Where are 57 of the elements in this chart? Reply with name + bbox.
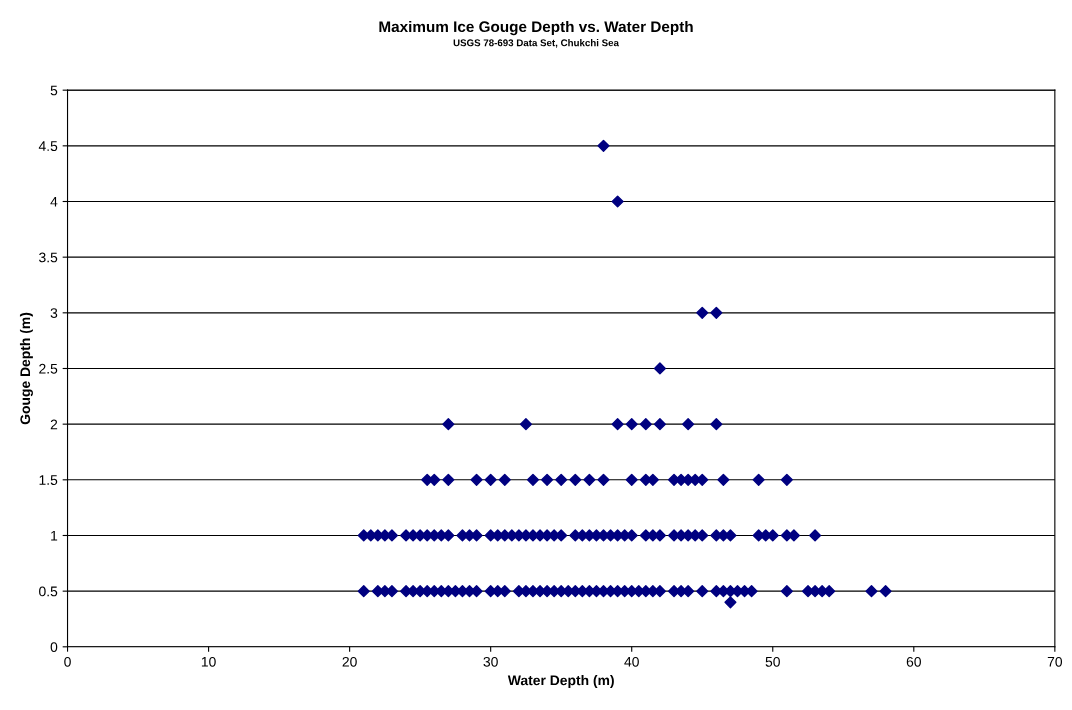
y-tick-label: 2 — [50, 419, 58, 430]
point — [696, 585, 709, 598]
x-tick-label: 60 — [906, 656, 921, 667]
y-tick-label: 3.5 — [39, 252, 58, 263]
point — [639, 418, 652, 431]
point — [555, 473, 568, 486]
point — [865, 585, 878, 598]
x-tick-label: 20 — [342, 656, 357, 667]
point — [611, 195, 624, 208]
point — [569, 473, 582, 486]
x-tick-label: 40 — [624, 656, 639, 667]
point — [696, 306, 709, 319]
x-axis-title: Water Depth (m) — [507, 675, 614, 688]
y-tick-label: 0 — [50, 642, 58, 652]
y-tick-label: 1 — [51, 530, 58, 541]
point — [597, 139, 610, 152]
point — [653, 362, 666, 375]
point — [611, 418, 624, 431]
point — [484, 473, 497, 486]
point — [710, 418, 723, 431]
point — [710, 306, 723, 319]
point — [780, 585, 793, 598]
x-tick-label: 10 — [201, 656, 216, 667]
y-tick-label: 4.5 — [38, 141, 58, 151]
y-tick-label: 1.5 — [39, 475, 58, 485]
x-tick-label: 0 — [64, 656, 71, 667]
y-axis-title: Gouge Depth (m) — [19, 312, 33, 425]
point — [724, 596, 737, 609]
y-tick-label: 5 — [50, 85, 58, 96]
point — [583, 473, 596, 486]
point — [653, 418, 666, 431]
y-tick-label: 4 — [50, 196, 58, 207]
point — [541, 473, 554, 486]
point — [357, 585, 370, 598]
point — [780, 473, 793, 486]
point — [808, 529, 822, 542]
x-tick-label: 50 — [765, 656, 780, 667]
point — [442, 418, 455, 431]
point — [682, 418, 695, 431]
point — [752, 473, 765, 486]
y-tick-label: 2.5 — [39, 363, 58, 374]
point — [442, 473, 455, 486]
y-tick-label: 0.5 — [39, 586, 58, 597]
chart-title: Maximum Ice Gouge Depth vs. Water Depth — [379, 20, 693, 36]
point — [519, 418, 533, 431]
point — [625, 473, 638, 486]
point — [879, 585, 892, 598]
point — [498, 473, 511, 486]
point — [597, 473, 610, 486]
x-tick-label: 30 — [483, 656, 498, 667]
point — [470, 473, 483, 486]
point — [625, 418, 638, 431]
chart-subtitle: USGS 78-693 Data Set, Chukchi Sea — [453, 39, 620, 48]
x-tick-label: 70 — [1047, 656, 1063, 667]
y-tick-label: 3 — [50, 308, 58, 318]
point — [717, 473, 730, 486]
point — [526, 473, 540, 486]
